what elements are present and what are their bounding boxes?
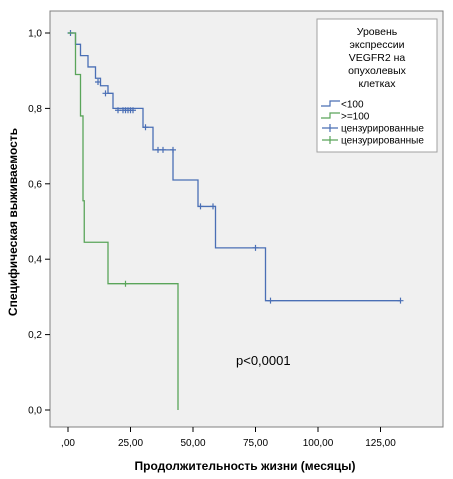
legend-title-line: опухолевых [348,65,407,77]
y-tick-label: 0,6 [28,179,42,190]
y-axis-title: Специфическая выживаемость [6,128,20,316]
legend-box [316,18,438,153]
series-0-censor-mark [160,146,166,153]
legend-entry-label: >=100 [341,112,370,123]
series-0-censor-mark [197,203,204,210]
x-tick-label: ,00 [61,438,75,449]
legend-title-line: экспрессии [350,39,405,51]
series-0-censor-mark [95,79,101,86]
y-tick-label: 0,8 [28,104,42,115]
series-0-censor-mark [130,107,136,114]
series-1-censor-mark [122,280,129,287]
legend-title-line: VEGFR2 на [349,52,406,64]
legend: Уровень экспрессии VEGFR2 на опухолевых … [316,18,438,153]
y-tick-label: 0,0 [28,406,42,417]
series-0-censor-mark [170,146,176,153]
legend-title-line: клетках [358,78,396,90]
y-tick-label: 0,2 [28,330,42,341]
x-tick-label: 125,00 [365,438,396,449]
legend-entry-label: <100 [341,100,364,111]
legend-swatch-line [321,100,340,107]
y-tick-label: 1,0 [28,29,42,40]
legend-title-line: Уровень [357,26,398,38]
y-axis-ticks: 0,0 0,2 0,4 0,6 0,8 1,0 [28,29,50,417]
p-value-annotation: p<0,0001 [236,353,291,368]
series-0-censor-mark [397,297,404,304]
x-axis-title: Продолжительность жизни (месяцы) [134,459,355,473]
series-1-step-line [68,32,179,410]
x-tick-label: 100,00 [303,438,334,449]
legend-swatch-line [321,112,340,119]
series-layer [67,30,404,410]
legend-entry-label: цензурированные [341,136,424,147]
x-axis-ticks: ,00 25,00 50,00 75,00 100,00 125,00 [61,427,396,449]
legend-entry-label: цензурированные [341,124,424,135]
series-0-censor-mark [102,90,109,97]
legend-swatch-censor [322,136,338,144]
series-0-step-line [68,32,401,302]
series-0-censor-mark [252,244,259,251]
y-tick-label: 0,4 [28,255,42,266]
x-tick-label: 75,00 [243,438,268,449]
series-0-censor-mark [210,203,216,210]
legend-swatch-censor [322,124,338,132]
x-tick-label: 25,00 [118,438,143,449]
series-0-censor-mark [267,297,274,304]
x-tick-label: 50,00 [180,438,205,449]
series-0-censor-mark [142,124,149,131]
